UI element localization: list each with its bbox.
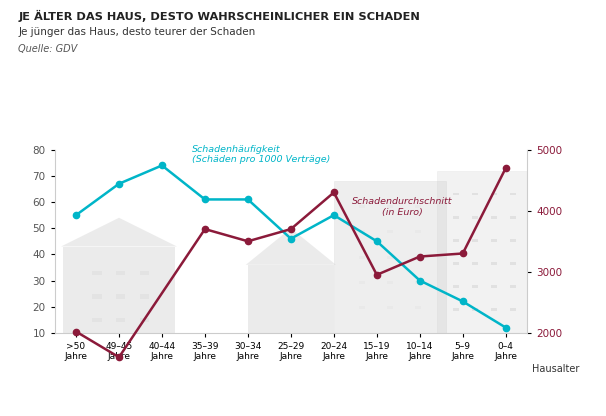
Bar [472,239,478,242]
Bar [415,256,421,258]
Bar [472,193,478,196]
Text: Je jünger das Haus, desto teurer der Schaden: Je jünger das Haus, desto teurer der Sch… [18,27,256,37]
Bar [510,285,516,288]
Bar [472,215,478,218]
Bar [116,270,125,275]
Bar [139,270,149,275]
Bar [510,308,516,311]
Bar [491,215,497,218]
Text: JE ÄLTER DAS HAUS, DESTO WAHRSCHEINLICHER EIN SCHADEN: JE ÄLTER DAS HAUS, DESTO WAHRSCHEINLICHE… [18,10,420,22]
Bar [472,262,478,265]
Bar [472,308,478,311]
Text: Quelle: GDV: Quelle: GDV [18,44,78,54]
Bar [415,230,421,233]
Bar [491,193,497,196]
Bar [491,239,497,242]
Bar [510,193,516,196]
Bar [491,262,497,265]
Bar [248,265,334,333]
Bar [491,285,497,288]
Text: Schadendurchschnitt
(in Euro): Schadendurchschnitt (in Euro) [352,198,453,217]
Bar [139,294,149,299]
Bar [387,281,393,284]
Bar [92,318,102,322]
Bar [116,318,125,322]
Bar [359,205,365,208]
Bar [92,270,102,275]
Bar [359,281,365,284]
Bar [63,247,175,333]
Bar [453,239,459,242]
Text: Hausalter: Hausalter [532,364,579,374]
Polygon shape [61,218,177,247]
Bar [453,285,459,288]
Bar [453,193,459,196]
Bar [92,294,102,299]
Bar [415,281,421,284]
Bar [387,205,393,208]
Bar [491,308,497,311]
Text: Schadenhäufigkeit
(Schäden pro 1000 Verträge): Schadenhäufigkeit (Schäden pro 1000 Vert… [192,145,330,164]
Bar [510,239,516,242]
Bar [472,285,478,288]
Bar [510,262,516,265]
Bar [387,256,393,258]
Bar [359,230,365,233]
Bar [415,306,421,309]
Bar [437,171,531,333]
Bar [387,230,393,233]
Polygon shape [246,228,336,265]
Bar [453,262,459,265]
Bar [359,306,365,309]
Bar [453,215,459,218]
Bar [510,215,516,218]
Bar [359,256,365,258]
Bar [453,308,459,311]
Bar [116,294,125,299]
Bar [387,306,393,309]
Bar [415,205,421,208]
Bar [334,181,445,333]
Bar [139,318,149,322]
